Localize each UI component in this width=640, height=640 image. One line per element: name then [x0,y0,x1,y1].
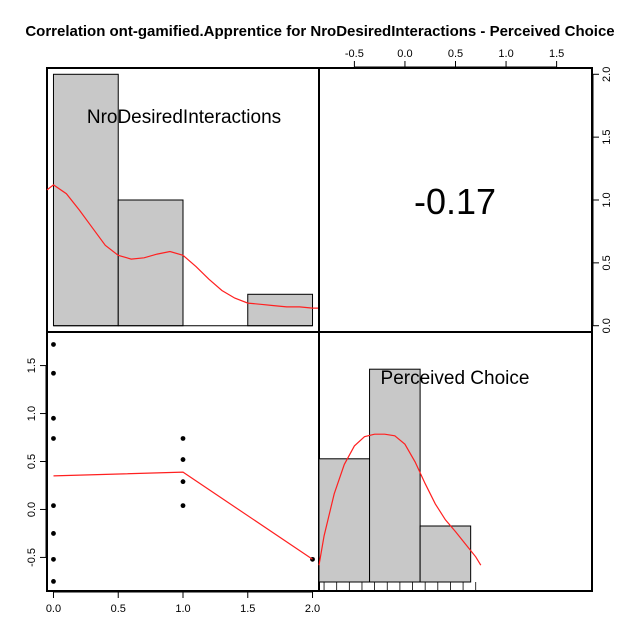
panel-histogram-nrodesiredinteractions: NroDesiredInteractions [46,67,320,333]
bottom-tick-label: 2.0 [305,603,320,615]
top-tick-label: 0.5 [448,48,463,60]
panel-correlation-value: -0.17 [318,67,593,333]
scatter-point-4 [51,503,56,509]
hist-bar-perceived-choice-0 [318,458,371,583]
variable-label-perceived-choice: Perceived Choice [381,368,530,389]
top-tick-label: 1.5 [549,48,564,60]
hist-bar-perceived-choice-1 [369,368,421,583]
bottom-tick-label: 0.5 [111,603,126,615]
top-tick-label: 1.0 [498,48,513,60]
right-tick-label: 0.5 [601,255,613,270]
left-tick-label: 0.5 [26,454,38,469]
left-tick-label: 1.5 [26,358,38,373]
chart-title: Correlation ont-gamified.Apprentice for … [25,23,614,40]
right-tick-label: 0.0 [601,318,613,333]
left-tick-label: 0.0 [26,502,38,517]
panel-scatter [46,331,320,592]
axis-bottom: 0.0 0.5 1.0 1.5 2.0 [46,591,320,615]
top-tick-label: 0.0 [397,48,412,60]
correlation-value: -0.17 [414,181,496,222]
density-curve-perceived-choice [318,433,482,566]
axis-right: 0.0 0.5 1.0 1.5 2.0 [592,67,613,333]
right-tick-label: 1.0 [601,192,613,207]
hist-bar-perceived-choice-2 [419,525,472,583]
bottom-tick-label: 1.5 [240,603,255,615]
smooth-line [53,471,313,560]
scatter-point-1 [51,370,56,376]
axis-left: -0.5 0.0 0.5 1.0 1.5 [26,358,47,567]
right-tick-label: 2.0 [601,67,613,82]
scatter-point-3 [51,436,56,441]
left-tick-label: -0.5 [26,548,38,567]
panel-histogram-perceived-choice: Perceived Choice [318,331,593,592]
scatter-point-7 [51,579,56,584]
scatter-point-11 [180,503,186,509]
axis-top: -0.5 0.0 0.5 1.0 1.5 [345,48,564,68]
scatter-point-0 [51,342,56,347]
scatter-point-2 [51,415,56,421]
bottom-tick-label: 0.0 [46,603,61,615]
scatter-point-10 [180,479,186,485]
hist-bar-nrodesiredinteractions-0 [52,73,119,327]
bottom-tick-label: 1.0 [175,603,190,615]
top-tick-label: -0.5 [345,48,364,60]
hist-bar-nrodesiredinteractions-2 [247,293,314,327]
left-tick-label: 1.0 [26,406,38,421]
scatter-point-9 [180,457,186,462]
variable-label-nrodesiredinteractions: NroDesiredInteractions [87,107,281,128]
density-curve-nrodesiredinteractions [46,184,319,309]
scatter-point-8 [180,436,186,441]
hist-bar-nrodesiredinteractions-1 [117,199,184,327]
scatter-point-5 [51,531,56,536]
right-tick-label: 1.5 [601,129,613,144]
scatter-point-6 [51,556,56,562]
